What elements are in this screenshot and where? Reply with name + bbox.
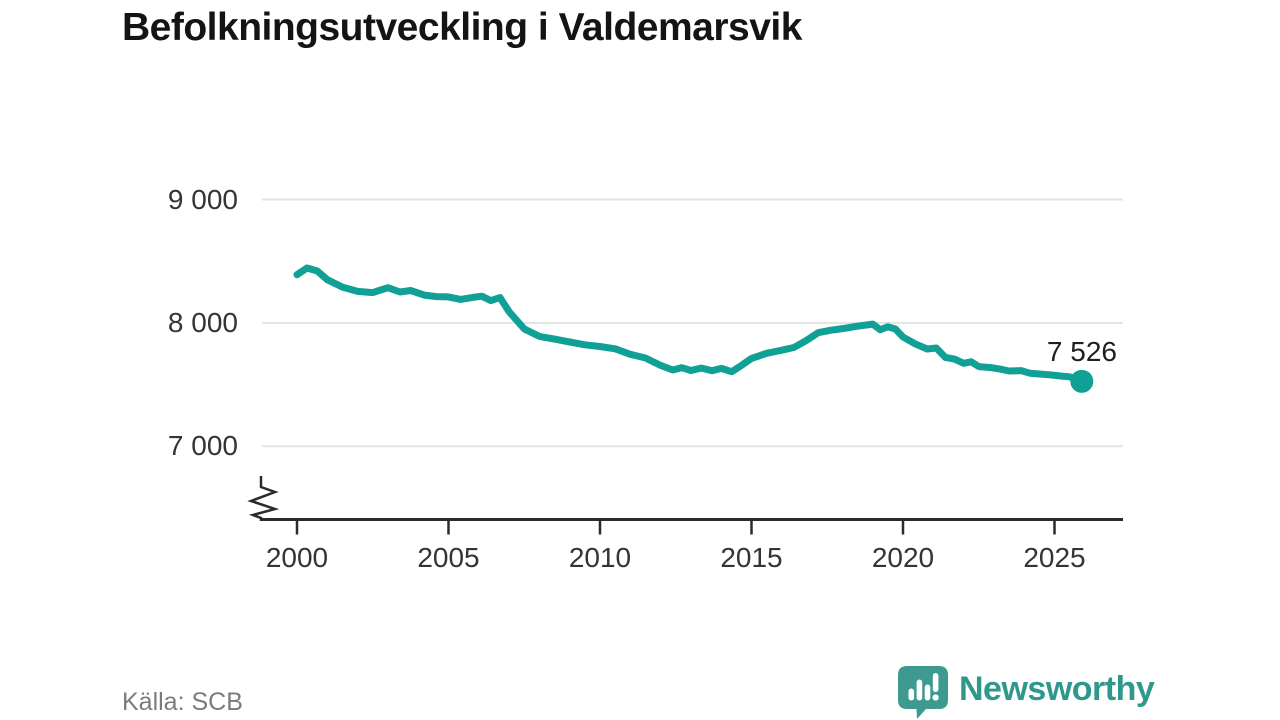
x-tick-label-2005: 2005 xyxy=(417,542,480,573)
source-attribution: Källa: SCB xyxy=(122,688,243,716)
newsworthy-logo[interactable]: Newsworthy xyxy=(897,665,1155,720)
newsworthy-logo-icon xyxy=(898,666,948,719)
x-tick-label-2020: 2020 xyxy=(871,542,935,573)
newsworthy-logo-text: Newsworthy xyxy=(959,670,1155,708)
x-tick-label-2025: 2025 xyxy=(1023,542,1086,573)
y-tick-label-8000: 8 000 xyxy=(167,306,238,338)
end-point-dot xyxy=(1070,369,1094,393)
x-tick-label-2015: 2015 xyxy=(720,542,783,573)
population-line xyxy=(293,264,1086,385)
x-tick-label-2000: 2000 xyxy=(265,542,329,573)
y-tick-label-9000: 9 000 xyxy=(167,183,238,215)
y-axis-break-icon xyxy=(247,476,280,521)
latest-value-label: 7 526 xyxy=(1046,336,1117,367)
y-tick-label-7000: 7 000 xyxy=(167,430,238,462)
x-tick-label-2010: 2010 xyxy=(568,542,632,573)
chart-title: Befolkningsutveckling i Valdemarsvik xyxy=(122,6,802,49)
